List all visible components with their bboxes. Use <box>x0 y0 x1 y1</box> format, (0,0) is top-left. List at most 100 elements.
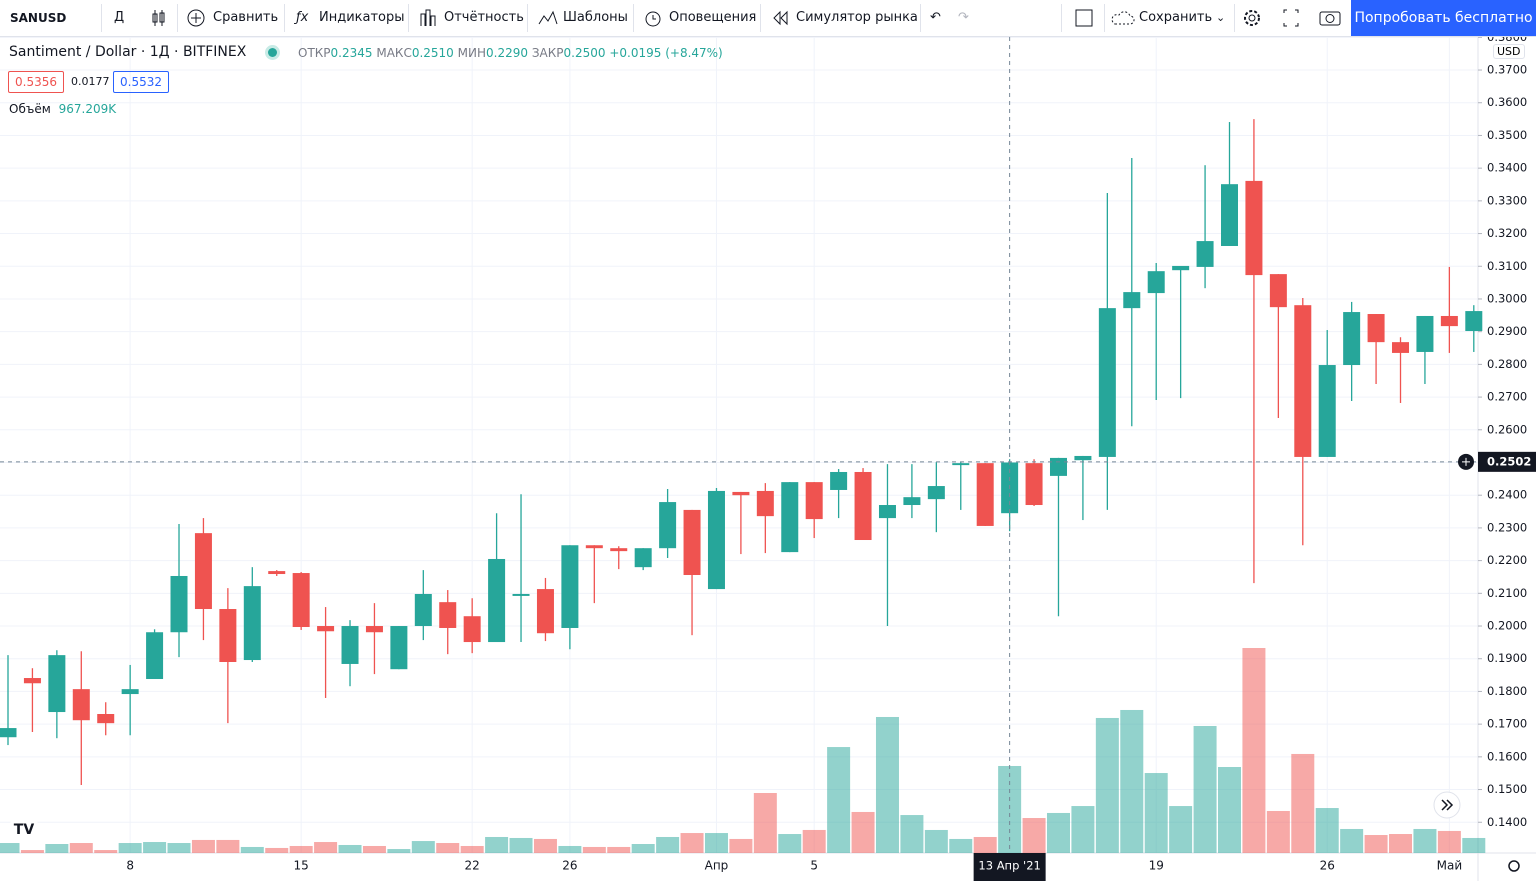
templates-icon <box>538 10 558 25</box>
volume-bar <box>558 845 582 853</box>
x-tick-label: Май <box>1437 859 1463 873</box>
redo-button[interactable]: ↷ <box>958 10 969 25</box>
save-dropdown[interactable]: ⌄ <box>1216 11 1226 24</box>
close-label: ЗАКР <box>531 46 564 60</box>
indicators-button[interactable]: Индикаторы <box>319 10 405 25</box>
candle-body <box>952 463 970 466</box>
candle-body <box>536 589 554 634</box>
volume-bar <box>753 793 777 853</box>
candle-body <box>927 486 945 500</box>
open-label: ОТКР <box>298 46 331 60</box>
separator <box>760 4 761 32</box>
candle-body <box>732 491 750 496</box>
candle-body <box>634 548 652 568</box>
candle-body <box>1049 457 1067 476</box>
y-tick-label: 0.3200 <box>1487 226 1527 240</box>
volume-bar <box>1389 834 1413 853</box>
trial-button[interactable]: Попробовать бесплатно <box>1351 0 1536 36</box>
symbol[interactable]: SANUSD <box>10 11 67 25</box>
volume-bar <box>118 843 142 853</box>
spread: 0.0177 <box>71 75 110 88</box>
candle-body <box>1172 265 1190 271</box>
x-tick-label: 5 <box>810 859 818 873</box>
y-tick-label: 0.2300 <box>1487 520 1527 534</box>
candle-body <box>439 602 457 628</box>
interval[interactable]: Д <box>114 10 125 25</box>
candle-body <box>1196 241 1214 267</box>
templates-button[interactable]: Шаблоны <box>563 10 628 25</box>
sell-price[interactable]: 0.5356 <box>8 71 64 93</box>
volume-bar <box>1462 837 1486 853</box>
compare-button[interactable]: Сравнить <box>213 10 279 25</box>
layout-icon[interactable] <box>1074 0 1094 36</box>
x-tick-label: 26 <box>562 859 577 873</box>
reports-button[interactable]: Отчётность <box>444 10 524 25</box>
x-tick-label: 22 <box>465 859 480 873</box>
y-tick-label: 0.3000 <box>1487 291 1527 305</box>
candle-body <box>561 545 579 628</box>
candle-body <box>1294 305 1312 457</box>
separator <box>1104 4 1105 32</box>
tv-logo: TV <box>8 817 40 843</box>
crosshair-date-label: 13 Апр '21 <box>978 859 1040 873</box>
volume-value: 967.209K <box>58 102 117 116</box>
alerts-icon <box>645 11 661 27</box>
crosshair-price-box <box>1478 451 1536 472</box>
volume-bar <box>1144 773 1168 853</box>
volume-bar <box>1315 808 1339 853</box>
undo-button[interactable]: ↶ <box>930 10 941 25</box>
snapshot-button[interactable] <box>1318 0 1342 36</box>
volume-bar <box>167 843 191 853</box>
candle-body <box>121 689 139 695</box>
chart-type-icon[interactable] <box>150 0 168 36</box>
crosshair-date-box <box>973 853 1046 881</box>
fullscreen-button[interactable] <box>1281 0 1301 36</box>
separator <box>633 4 634 32</box>
volume-bar <box>289 845 313 853</box>
volume-bar <box>998 765 1022 853</box>
volume-bar <box>338 844 362 853</box>
volume-bar <box>656 836 680 853</box>
volume-bar <box>314 842 338 853</box>
candle-body <box>830 471 848 490</box>
y-tick-label: 0.2400 <box>1487 488 1527 502</box>
candle-body <box>1416 315 1434 352</box>
y-tick-label: 0.1800 <box>1487 684 1527 698</box>
settings-button[interactable] <box>1241 0 1263 36</box>
market-status-dot <box>268 48 277 57</box>
ohlc-legend: ОТКР0.2345 МАКС0.2510 МИН0.2290 ЗАКР0.25… <box>298 46 723 60</box>
volume-bar <box>1291 753 1315 853</box>
candle-body <box>317 626 335 632</box>
x-tick-label: Апр <box>705 859 729 873</box>
candle-body <box>23 678 41 684</box>
replay-button[interactable]: Симулятор рынка <box>796 10 918 25</box>
separator <box>920 4 921 32</box>
y-tick-label: 0.3700 <box>1487 63 1527 77</box>
volume-bar <box>1218 767 1241 853</box>
volume-bar <box>460 845 484 853</box>
scroll-right-button[interactable] <box>1433 791 1461 819</box>
volume-bar <box>851 811 875 853</box>
volume-bar <box>94 850 118 853</box>
candle-body <box>512 593 530 596</box>
save-button[interactable]: Сохранить <box>1139 10 1213 25</box>
volume-bar <box>1364 835 1388 853</box>
y-tick-label: 0.1900 <box>1487 651 1527 665</box>
alerts-button[interactable]: Оповещения <box>669 10 757 25</box>
separator <box>284 4 285 32</box>
candle-body <box>414 593 432 627</box>
volume-bar <box>533 838 557 853</box>
candle-body <box>194 533 212 610</box>
candle-body <box>854 471 872 541</box>
settings-icon[interactable] <box>1508 860 1520 872</box>
candle-body <box>878 505 896 519</box>
volume-bar <box>607 846 631 853</box>
volume-bar <box>924 829 948 853</box>
currency-selector[interactable]: USD <box>1493 44 1525 59</box>
candle-body <box>659 502 677 549</box>
buy-price[interactable]: 0.5532 <box>113 71 169 93</box>
volume-bar <box>509 837 533 853</box>
volume-bar <box>875 716 899 853</box>
y-tick-label: 0.1700 <box>1487 717 1527 731</box>
